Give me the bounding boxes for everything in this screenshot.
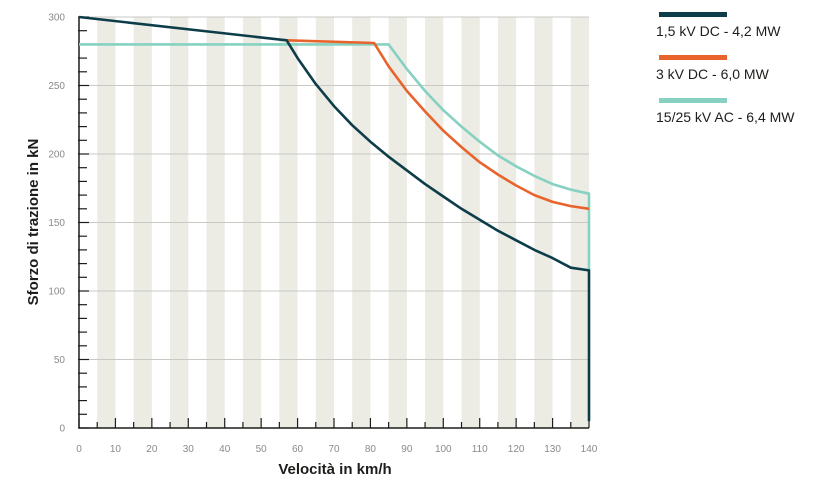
- x-tick-label: 90: [401, 444, 413, 455]
- legend-item-15-25kv: 15/25 kV AC - 6,4 MW: [656, 98, 824, 141]
- series-line-1: [78, 15, 591, 422]
- x-tick-label: 0: [76, 444, 82, 455]
- y-tick-label: 50: [54, 355, 66, 366]
- y-tick-label: 250: [48, 81, 65, 92]
- legend-item-3kv: 3 kV DC - 6,0 MW: [656, 55, 824, 98]
- y-tick-label: 0: [59, 424, 65, 435]
- legend-swatch: [659, 55, 727, 60]
- series-lines: [78, 15, 591, 422]
- x-tick-label: 80: [365, 444, 377, 455]
- y-tick-labels: 0 50 100 150 200 250 300: [48, 13, 65, 435]
- x-tick-label: 130: [544, 444, 561, 455]
- x-tick-label: 70: [328, 444, 340, 455]
- x-tick-label: 120: [508, 444, 525, 455]
- legend-label: 1,5 kV DC - 4,2 MW: [656, 23, 781, 39]
- x-tick-label: 100: [435, 444, 452, 455]
- x-tick-label: 140: [581, 444, 598, 455]
- axes: [78, 16, 590, 429]
- y-tick-label: 150: [48, 218, 65, 229]
- x-tick-label: 60: [292, 444, 304, 455]
- legend-label: 15/25 kV AC - 6,4 MW: [656, 109, 795, 125]
- x-tick-label: 50: [256, 444, 268, 455]
- y-axis-title: Sforzo di trazione in kN: [25, 139, 42, 306]
- y-tick-label: 100: [48, 287, 65, 298]
- legend-item-1-5kv: 1,5 kV DC - 4,2 MW: [656, 12, 824, 55]
- x-tick-label: 30: [183, 444, 195, 455]
- y-tick-label: 200: [48, 150, 65, 161]
- series-line-2: [286, 39, 590, 211]
- x-tick-label: 40: [219, 444, 231, 455]
- legend-swatch: [659, 98, 727, 103]
- legend: 1,5 kV DC - 4,2 MW 3 kV DC - 6,0 MW 15/2…: [656, 12, 824, 141]
- legend-label: 3 kV DC - 6,0 MW: [656, 66, 769, 82]
- x-tick-label: 110: [472, 444, 488, 455]
- x-tick-label: 20: [146, 444, 158, 455]
- legend-swatch: [659, 12, 727, 17]
- y-tick-label: 300: [48, 13, 65, 24]
- series-line-3: [79, 43, 591, 271]
- x-tick-label: 10: [110, 444, 122, 455]
- gridlines: [79, 16, 589, 360]
- x-tick-labels: 0 10 20 30 40 50 60 70 80 90 100 110 120 130 140: [76, 444, 598, 455]
- x-axis-title: Velocità in km/h: [278, 461, 391, 478]
